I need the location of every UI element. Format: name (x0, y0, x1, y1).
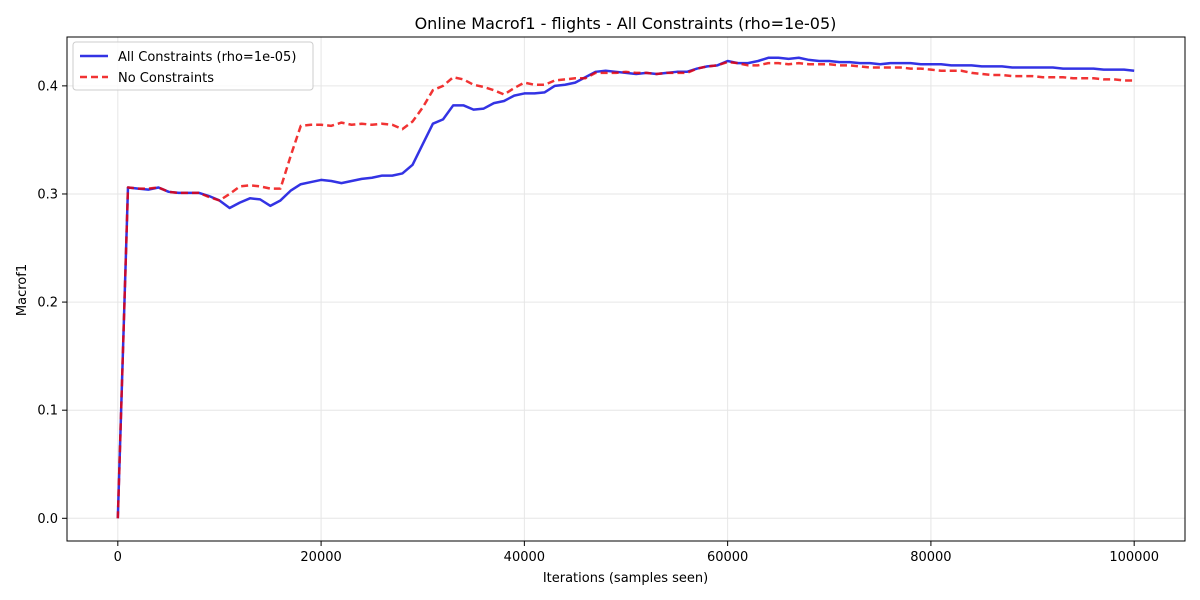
x-tick-label: 20000 (300, 550, 341, 565)
series-line-no-constraints (116, 60, 1135, 519)
y-tick-label: 0.4 (37, 79, 58, 94)
x-tick-label: 80000 (910, 550, 951, 565)
chart-title: Online Macrof1 - flights - All Constrain… (415, 14, 837, 33)
x-tick-label: 60000 (707, 550, 748, 565)
x-axis-ticks: 0 20000 40000 60000 80000 100000 (114, 541, 1159, 565)
x-axis-title: Iterations (samples seen) (543, 571, 708, 586)
legend-box (72, 41, 314, 91)
y-tick-label: 0.0 (37, 512, 58, 527)
y-tick-label: 0.2 (37, 296, 58, 311)
y-axis-title: Macrof1 (15, 264, 30, 316)
y-tick-label: 0.3 (37, 187, 58, 202)
grid-lines (67, 37, 1185, 541)
y-axis-ticks: 0.0 0.1 0.2 0.3 0.4 (37, 79, 67, 527)
x-tick-label: 100000 (1109, 550, 1159, 565)
legend: All Constraints (rho=1e-05) No Constrain… (72, 41, 314, 91)
x-tick-label: 0 (114, 550, 122, 565)
legend-label-all-constraints: All Constraints (rho=1e-05) (118, 50, 296, 65)
series-lines (116, 56, 1135, 519)
x-tick-label: 40000 (504, 550, 545, 565)
y-tick-label: 0.1 (37, 404, 58, 419)
plot-area-frame (66, 36, 1186, 542)
legend-label-no-constraints: No Constraints (118, 71, 214, 86)
